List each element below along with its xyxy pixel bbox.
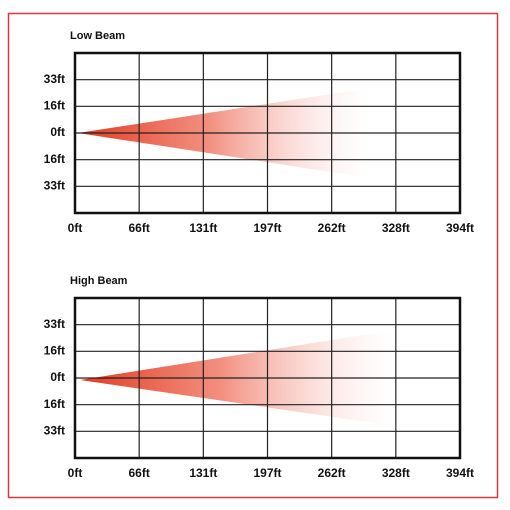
- x-label: 328ft: [382, 221, 410, 235]
- x-label: 66ft: [128, 221, 149, 235]
- y-label: 16ft: [44, 397, 65, 411]
- y-label: 0ft: [50, 125, 65, 139]
- y-label: 33ft: [44, 424, 65, 438]
- plot-border: [73, 51, 462, 215]
- y-label: 16ft: [44, 99, 65, 113]
- x-label: 197ft: [253, 221, 281, 235]
- panel-title: High Beam: [70, 275, 128, 287]
- panels: [78, 88, 395, 426]
- y-label: 16ft: [44, 152, 65, 166]
- x-label: 66ft: [128, 466, 149, 480]
- x-label: 262ft: [318, 466, 346, 480]
- y-label: 0ft: [50, 370, 65, 384]
- y-label: 33ft: [44, 72, 65, 86]
- y-label: 16ft: [44, 344, 65, 358]
- x-label: 131ft: [189, 466, 217, 480]
- x-label: 328ft: [382, 466, 410, 480]
- x-label: 394ft: [446, 221, 474, 235]
- y-label: 33ft: [44, 179, 65, 193]
- x-label: 262ft: [318, 221, 346, 235]
- x-label: 0ft: [68, 221, 83, 235]
- frame: [7, 12, 499, 499]
- x-label: 131ft: [189, 221, 217, 235]
- x-label: 197ft: [253, 466, 281, 480]
- x-label: 394ft: [446, 466, 474, 480]
- y-label: 33ft: [44, 317, 65, 331]
- panel-title: Low Beam: [70, 30, 125, 42]
- x-label: 0ft: [68, 466, 83, 480]
- plot-border: [73, 296, 462, 460]
